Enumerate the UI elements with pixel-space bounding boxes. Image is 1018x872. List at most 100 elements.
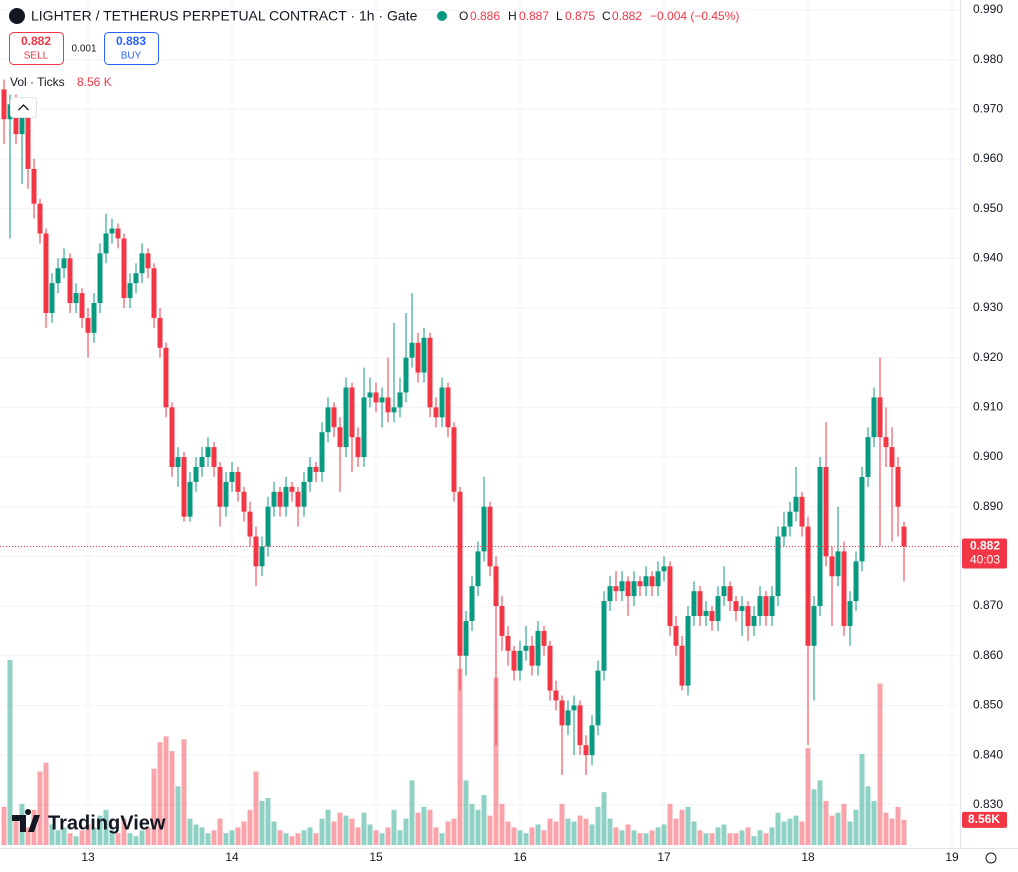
candle-body [85,317,91,333]
volume-bar [751,836,757,845]
volume-bar [241,821,247,845]
volume-bar [343,815,349,845]
h-key: H [508,9,517,23]
candle-body [211,447,217,467]
y-tick-label: 0.920 [973,350,1003,364]
candle-body [37,203,43,234]
volume-bar [271,821,277,845]
candle-body [643,576,649,587]
candle-body [565,710,571,726]
candle-body [133,273,139,284]
candle-body [607,586,613,602]
volume-bar [409,780,415,845]
status-dot [437,11,447,21]
volume-bar [289,836,295,845]
volume-bar [511,827,517,845]
candle-body [685,616,691,686]
volume-bar [535,824,541,845]
volume-bar [433,827,439,845]
candle-body [325,407,331,433]
volume-bar [553,821,559,845]
volume-bar [361,812,367,845]
volume-layer [1,660,907,845]
collapse-button[interactable] [10,97,37,118]
candle-body [679,645,685,686]
volume-bar [895,806,901,845]
candle-body [595,670,601,726]
y-tick-label: 0.930 [973,300,1003,314]
volume-bar [463,780,469,845]
volume-bar [775,812,781,845]
candle-body [259,546,265,567]
volume-bar [547,818,553,845]
volume-bar [703,833,709,845]
candle-body [787,511,793,527]
volume-bar [385,827,391,845]
candle-body [67,258,73,304]
volume-bar [373,830,379,845]
candle-body [481,506,487,552]
candle-body [769,596,775,617]
candle-body [121,238,127,299]
candle-body [31,168,37,204]
volume-bar [709,833,715,845]
volume-bar [523,833,529,845]
volume-bar [49,824,55,845]
candle-body [805,526,811,646]
volume-bar [229,830,235,845]
candle-body [757,596,763,617]
settings-icon[interactable] [985,852,997,864]
candle-body [733,601,739,612]
y-tick-label: 0.870 [973,598,1003,612]
candle-body [409,342,415,358]
candle-body [853,561,859,602]
candle-body [625,581,631,597]
candle-body [601,601,607,671]
candle-body [235,471,241,492]
candle-body [505,635,511,651]
candle-body [427,337,433,408]
last-price-box [962,538,1007,569]
candle-body [277,491,283,507]
candle-body [823,466,829,557]
candle-body [163,347,169,408]
volume-bar [559,803,565,845]
volume-bar [355,827,361,845]
candle-body [739,606,745,612]
candle-body [619,581,625,592]
candle-body [721,586,727,597]
volume-bar [403,818,409,845]
volume-bar [127,833,133,845]
candle-body [775,536,781,597]
candle-body [361,397,367,458]
countdown: 40:03 [970,553,1000,567]
candle-body [529,645,535,666]
candle-body [589,725,595,756]
candle-body [631,581,637,597]
candle-body [883,437,889,448]
volume-bar [661,824,667,845]
c-key: C [602,9,611,23]
sell-button[interactable] [9,32,64,65]
candle-body [25,114,31,169]
x-tick-label: 14 [225,850,239,864]
collapse-icon [18,104,29,111]
volume-bar [1,806,7,845]
volume-bar [379,833,385,845]
candle-body [439,387,445,418]
volume-bar [607,818,613,845]
candle-body [451,427,457,492]
volume-bar [727,833,733,845]
volume-bar [7,660,13,845]
candle-body [265,506,271,547]
volume-bar [631,830,637,845]
candle-body [895,466,901,507]
y-tick-label: 0.940 [973,250,1003,264]
buy-price: 0.883 [116,34,146,48]
candle-body [553,690,559,701]
volume-bar [475,809,481,845]
candle-body [313,466,319,472]
buy-button[interactable] [104,32,159,65]
candle-body [559,700,565,726]
volume-bar [337,812,343,845]
